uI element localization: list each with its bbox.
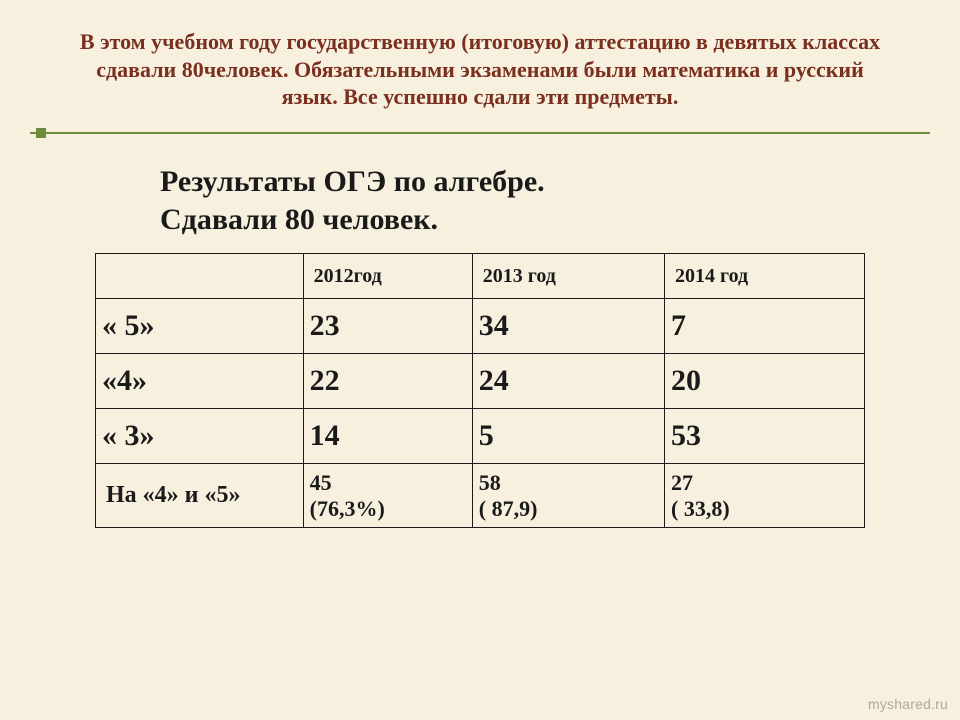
cell: 27( 33,8) — [665, 464, 865, 528]
cell: 20 — [665, 354, 865, 409]
header-cell-blank — [96, 254, 304, 299]
divider — [30, 125, 930, 141]
header-cell-2013: 2013 год — [472, 254, 664, 299]
row-label: На «4» и «5» — [96, 464, 304, 528]
table-row: « 5» 23 34 7 — [96, 299, 865, 354]
cell: 22 — [303, 354, 472, 409]
row-label: «4» — [96, 354, 304, 409]
slide-title: В этом учебном году государственную (ито… — [70, 28, 890, 111]
results-table-body: 2012год 2013 год 2014 год « 5» 23 34 7 «… — [96, 254, 865, 528]
table-row: На «4» и «5» 45(76,3%) 58( 87,9) 27( 33,… — [96, 464, 865, 528]
subtitle-block: Результаты ОГЭ по алгебре. Сдавали 80 че… — [0, 163, 960, 240]
subtitle-line-2: Сдавали 80 человек. — [160, 201, 900, 239]
cell: 24 — [472, 354, 664, 409]
header-cell-2012: 2012год — [303, 254, 472, 299]
cell: 34 — [472, 299, 664, 354]
cell: 5 — [472, 409, 664, 464]
cell: 23 — [303, 299, 472, 354]
header-cell-2014: 2014 год — [665, 254, 865, 299]
watermark: myshared.ru — [868, 696, 948, 712]
row-label: « 3» — [96, 409, 304, 464]
subtitle-line-1: Результаты ОГЭ по алгебре. — [160, 163, 900, 201]
table-header-row: 2012год 2013 год 2014 год — [96, 254, 865, 299]
results-table: 2012год 2013 год 2014 год « 5» 23 34 7 «… — [95, 253, 865, 528]
table-row: «4» 22 24 20 — [96, 354, 865, 409]
cell: 14 — [303, 409, 472, 464]
slide: В этом учебном году государственную (ито… — [0, 0, 960, 720]
results-table-wrap: 2012год 2013 год 2014 год « 5» 23 34 7 «… — [95, 253, 865, 528]
cell: 53 — [665, 409, 865, 464]
cell: 7 — [665, 299, 865, 354]
cell: 58( 87,9) — [472, 464, 664, 528]
cell: 45(76,3%) — [303, 464, 472, 528]
row-label: « 5» — [96, 299, 304, 354]
title-block: В этом учебном году государственную (ито… — [0, 0, 960, 117]
table-row: « 3» 14 5 53 — [96, 409, 865, 464]
divider-line — [30, 132, 930, 134]
